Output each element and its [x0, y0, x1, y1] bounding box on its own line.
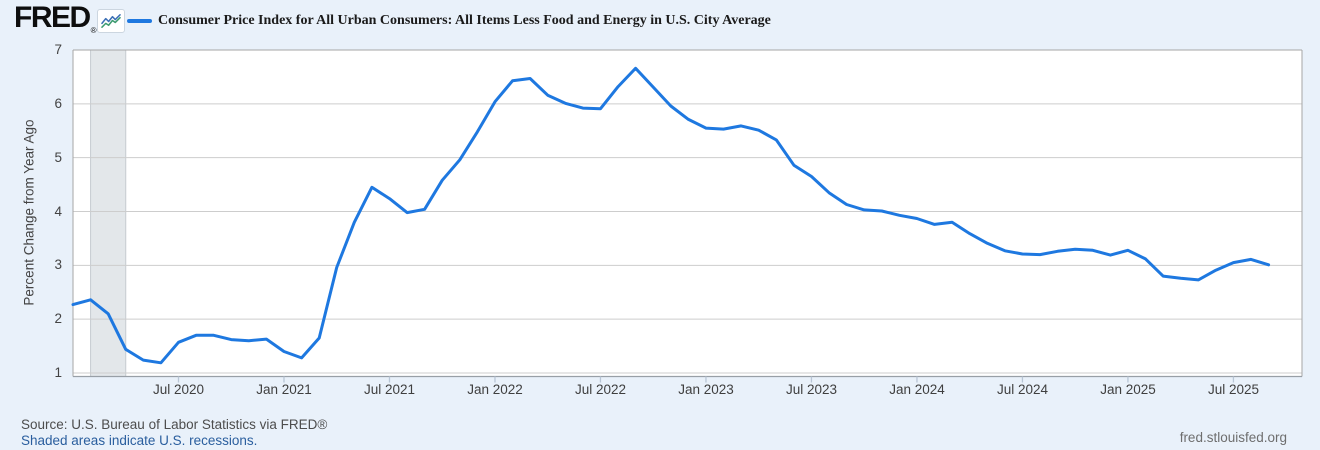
recession-note-link[interactable]: Shaded areas indicate U.S. recessions.: [21, 433, 258, 448]
x-tick-label: Jul 2020: [152, 382, 205, 397]
x-tick-label: Jul 2025: [1207, 382, 1260, 397]
x-axis-tick-marks: [177, 376, 1235, 383]
recession-shading: [90, 50, 127, 377]
series-title: Consumer Price Index for All Urban Consu…: [158, 13, 771, 28]
x-tick-label: Jul 2024: [996, 382, 1049, 397]
x-tick-label: Jul 2023: [785, 382, 838, 397]
y-tick-label: 6: [54, 95, 62, 111]
sparkline-icon: [101, 14, 121, 28]
fred-logo[interactable]: FRED®: [14, 1, 97, 36]
legend-line-swatch: [127, 19, 152, 23]
x-tick-label: Jan 2021: [256, 382, 312, 397]
y-tick-label: 5: [54, 149, 62, 165]
x-tick-label: Jan 2022: [467, 382, 523, 397]
source-attribution: Source: U.S. Bureau of Labor Statistics …: [21, 417, 328, 432]
x-tick-label: Jan 2023: [678, 382, 734, 397]
y-tick-label: 2: [54, 311, 62, 327]
y-tick-label: 7: [54, 42, 62, 57]
y-tick-label: 1: [54, 365, 62, 381]
x-tick-label: Jan 2024: [889, 382, 945, 397]
cpi-series-line: [71, 66, 1271, 365]
y-tick-label: 3: [54, 257, 62, 273]
x-tick-label: Jan 2025: [1100, 382, 1156, 397]
registered-trademark-icon: ®: [90, 26, 97, 35]
y-tick-label: 4: [54, 203, 62, 219]
x-tick-label: Jul 2022: [574, 382, 627, 397]
fred-logo-chart-icon: [97, 9, 125, 33]
fred-logo-text: FRED: [14, 1, 91, 34]
fred-site-link[interactable]: fred.stlouisfed.org: [1179, 430, 1287, 445]
x-tick-label: Jul 2021: [363, 382, 416, 397]
plot-frame: [72, 49, 1303, 378]
plot-background: [73, 50, 1302, 377]
